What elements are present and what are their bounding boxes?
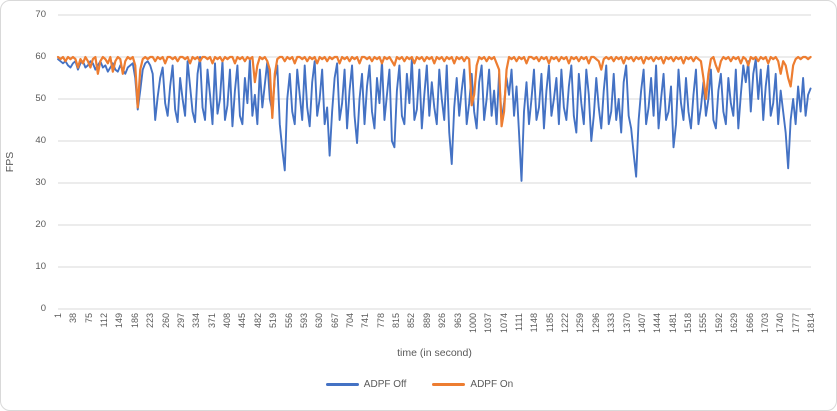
x-tick-label: 1333: [606, 313, 617, 334]
x-tick-label: 704: [344, 313, 355, 329]
x-tick-label: 1259: [575, 313, 586, 334]
x-tick-label: 1666: [744, 313, 755, 334]
legend-item-adpf-on: ADPF On: [432, 379, 513, 390]
x-tick-label: 149: [114, 313, 125, 329]
x-tick-label: 1185: [544, 313, 555, 333]
y-tick-label: 70: [35, 9, 46, 20]
y-tick-label: 0: [40, 303, 46, 314]
series-line-adpf-off: [57, 56, 812, 182]
x-tick-label: 889: [421, 313, 432, 329]
x-tick-label: 38: [68, 313, 79, 324]
legend-item-adpf-off: ADPF Off: [325, 379, 407, 390]
y-tick-label: 30: [35, 177, 46, 188]
legend-label-adpf-off: ADPF Off: [363, 379, 407, 390]
legend: ADPF Off ADPF On: [1, 379, 836, 390]
x-tick-label: 1296: [590, 313, 601, 334]
x-tick-label: 519: [268, 313, 279, 329]
x-tick-label: 1037: [483, 313, 494, 334]
y-axis-title: FPS: [4, 151, 16, 173]
x-tick-label: 926: [437, 313, 448, 329]
y-tick-label: 20: [35, 219, 46, 230]
x-tick-label: 1370: [621, 313, 632, 334]
x-tick-label: 667: [329, 313, 340, 329]
x-tick-label: 371: [206, 313, 217, 329]
x-tick-label: 1555: [698, 313, 709, 334]
x-tick-label: 334: [191, 313, 202, 329]
series-line-adpf-on: [56, 55, 812, 128]
x-tick-label: 1629: [729, 313, 740, 334]
legend-label-adpf-on: ADPF On: [470, 379, 514, 390]
x-tick-label: 297: [175, 313, 186, 329]
x-tick-label: 1740: [775, 313, 786, 334]
x-tick-label: 1: [53, 313, 63, 319]
x-tick-label: 1148: [529, 313, 540, 333]
x-tick-label: 630: [314, 313, 325, 329]
x-tick-label: 1703: [759, 313, 770, 334]
x-tick-label: 1111: [514, 313, 525, 332]
x-tick-label: 852: [406, 313, 417, 329]
x-tick-label: 482: [252, 313, 263, 329]
x-tick-label: 556: [283, 313, 294, 329]
x-tick-label: 445: [237, 313, 248, 329]
x-tick-label: 1074: [498, 313, 509, 334]
x-tick-label: 1222: [560, 313, 571, 334]
x-tick-label: 186: [129, 313, 140, 329]
x-tick-label: 741: [360, 313, 371, 329]
y-tick-label: 60: [35, 51, 46, 62]
x-tick-label: 1481: [667, 313, 678, 334]
x-tick-label: 1000: [467, 313, 478, 334]
adpf-off-line-swatch: [325, 382, 359, 387]
x-axis-title: time (in second): [397, 347, 472, 359]
x-tick-label: 1777: [790, 313, 801, 334]
x-tick-label: 963: [452, 313, 463, 329]
x-tick-label: 815: [391, 313, 402, 329]
x-tick-label: 1814: [806, 313, 816, 334]
adpf-on-line-swatch: [432, 382, 466, 387]
y-tick-label: 40: [35, 135, 46, 146]
x-tick-label: 1518: [683, 313, 694, 334]
x-tick-label: 260: [160, 313, 171, 329]
x-tick-label: 75: [83, 313, 94, 324]
x-tick-label: 408: [222, 313, 233, 329]
x-tick-label: 778: [375, 313, 386, 329]
x-tick-label: 593: [298, 313, 309, 329]
y-tick-label: 50: [35, 93, 46, 104]
x-tick-label: 1407: [636, 313, 647, 334]
x-tick-label: 223: [145, 313, 156, 329]
y-tick-label: 10: [35, 261, 46, 272]
x-tick-label: 1592: [713, 313, 724, 334]
x-tick-label: 112: [99, 313, 110, 328]
x-tick-label: 1444: [652, 313, 663, 334]
